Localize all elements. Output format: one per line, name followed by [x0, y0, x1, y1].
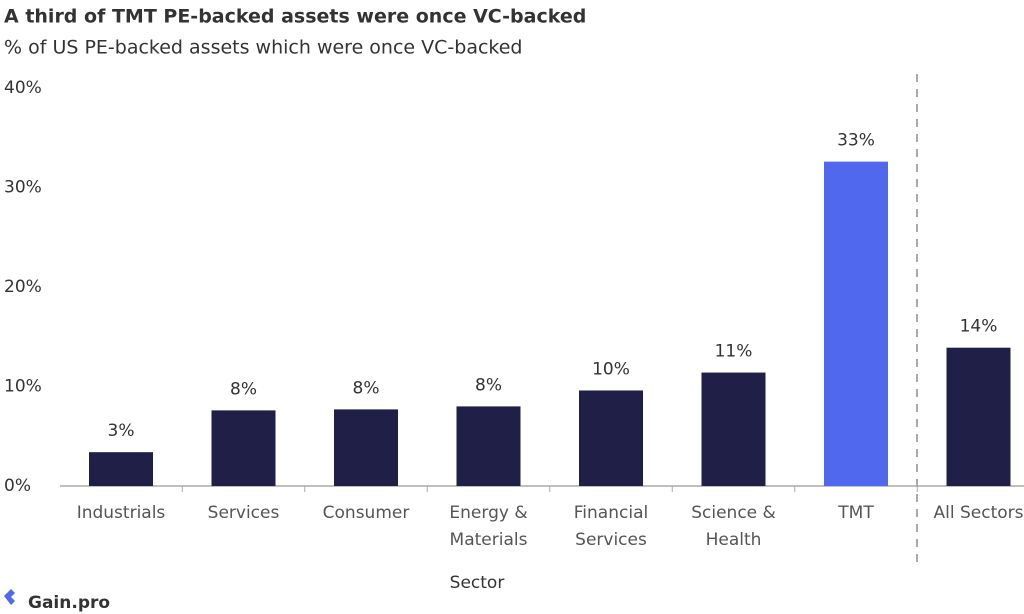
y-tick-label: 0%: [4, 476, 31, 496]
x-tick-label: Services: [207, 503, 280, 523]
chart-subtitle: % of US PE-backed assets which were once…: [4, 37, 522, 59]
value-label: 14%: [960, 317, 998, 337]
brand: Gain.pro: [28, 593, 110, 613]
value-label: 8%: [230, 379, 257, 399]
value-label: 10%: [592, 359, 630, 379]
bar: [824, 161, 888, 486]
x-axis-title: Sector: [450, 573, 505, 593]
x-tick-label: Consumer: [322, 503, 410, 523]
y-tick-label: 40%: [4, 78, 42, 98]
x-tick-label: Financial Services: [573, 503, 649, 550]
y-tick-label: 10%: [4, 377, 42, 397]
x-tick-label: TMT: [838, 503, 874, 523]
value-label: 33%: [837, 131, 875, 151]
value-label: 11%: [715, 342, 753, 362]
bar: [456, 406, 521, 486]
x-tick-label: Energy & Materials: [449, 503, 528, 550]
x-tick-label: Industrials: [76, 503, 166, 523]
bar: [211, 410, 276, 486]
value-label: 3%: [108, 421, 135, 441]
y-tick-label: 20%: [4, 277, 42, 297]
x-tick-label: Science & Health: [691, 503, 776, 550]
bar: [579, 390, 643, 486]
value-label: 8%: [353, 378, 380, 398]
y-tick-label: 30%: [4, 178, 42, 198]
bar: [89, 452, 153, 486]
bar: [946, 347, 1011, 486]
x-tick-label: All Sectors: [933, 503, 1024, 523]
bar: [701, 372, 766, 486]
value-label: 8%: [475, 375, 502, 395]
logo: Gain.pro: [4, 589, 110, 613]
bar: [334, 409, 398, 486]
chart-title: A third of TMT PE-backed assets were onc…: [4, 6, 586, 28]
